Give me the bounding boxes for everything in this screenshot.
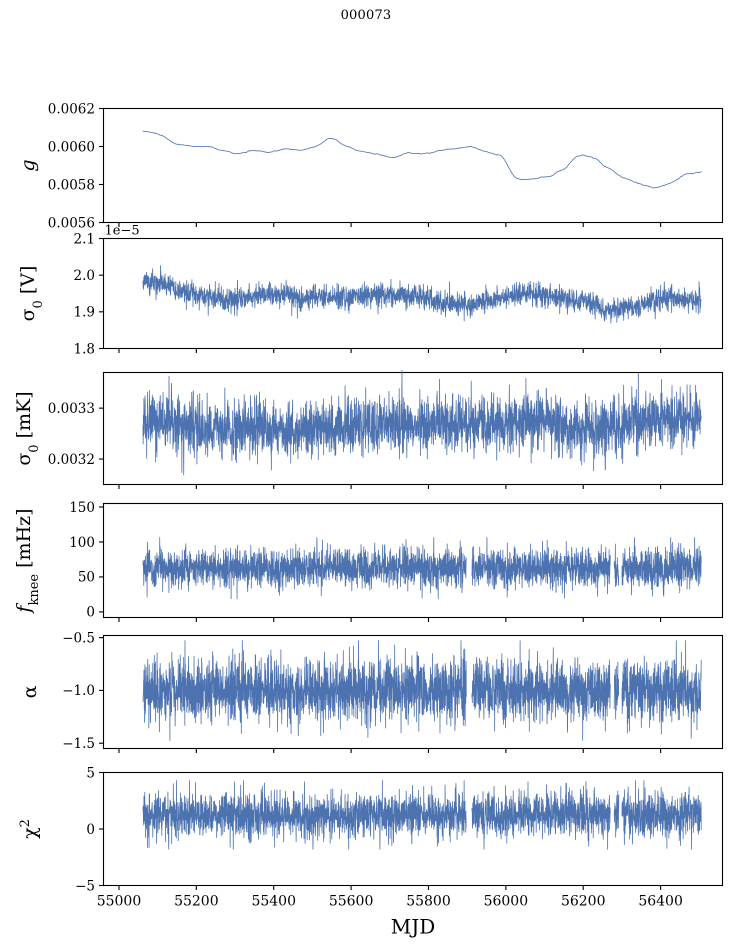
y-offset-label: 1e−5 <box>105 224 140 239</box>
x-tick-label: 55000 <box>97 894 142 910</box>
svg-text:α: α <box>19 685 41 698</box>
y-tick-label: −0.5 <box>62 630 95 646</box>
panel-frame <box>102 107 724 224</box>
svg-text:χ2: χ2 <box>18 819 42 839</box>
y-tick-label: 1.8 <box>74 341 95 357</box>
y-tick-label: 0.0062 <box>48 101 95 117</box>
svg-text:g: g <box>17 159 39 171</box>
panel-g: 0.0056 0.0058 0.0060 0.0062 g <box>17 101 724 231</box>
panel-sigma0-v: 1.8 1.9 2.0 2.1 1e−5 σ0 [V] <box>17 224 724 357</box>
x-tick-label: 55400 <box>251 894 296 910</box>
x-axis-label: MJD <box>391 915 436 939</box>
panel-frame <box>102 371 724 486</box>
svg-text:σ0 [V]: σ0 [V] <box>17 266 46 322</box>
figure-title: 000073 <box>340 8 392 23</box>
y-tick-label: 0.0033 <box>48 401 95 417</box>
panel-fknee: 0 50 100 150 fknee [mHz] <box>13 500 724 622</box>
y-tick-label: −1.5 <box>62 736 95 752</box>
svg-text:σ0 [mK]: σ0 [mK] <box>13 391 42 465</box>
y-tick-label: 150 <box>69 500 95 516</box>
panel-chi2: −5 0 5 55000 55200 55400 55600 55800 56000 56200 5… <box>18 765 724 910</box>
y-tick-label: 0.0060 <box>48 139 95 155</box>
x-tick-label: 55600 <box>329 894 374 910</box>
y-tick-label: −5 <box>75 878 95 894</box>
y-axis-label: χ2 <box>18 819 42 839</box>
y-tick-label: 2.0 <box>74 268 95 284</box>
y-axis-label: g <box>17 159 39 171</box>
y-axis-label: σ0 [mK] <box>13 391 42 465</box>
y-axis-label: fknee [mHz] <box>13 508 42 614</box>
panel-frame <box>102 237 724 350</box>
y-axis-label: σ0 [V] <box>17 266 46 322</box>
y-tick-label: 0.0032 <box>48 452 95 468</box>
y-tick-label: 0 <box>86 605 95 621</box>
svg-text:fknee [mHz]: fknee [mHz] <box>13 508 42 614</box>
data-trace-sigma_0_V <box>142 265 702 324</box>
data-trace-chi2 <box>142 780 702 850</box>
x-tick-label: 55200 <box>174 894 219 910</box>
y-tick-label: 0.0058 <box>48 177 95 193</box>
y-tick-label: 100 <box>69 535 95 551</box>
y-tick-label: −1.0 <box>62 683 95 699</box>
x-tick-label: 56200 <box>561 894 606 910</box>
panel-frame <box>102 502 724 619</box>
x-tick-label: 55800 <box>406 894 451 910</box>
y-tick-label: 2.1 <box>74 231 95 247</box>
data-trace-f_knee <box>142 537 702 600</box>
data-trace-g <box>142 130 702 189</box>
y-tick-label: 0.0056 <box>48 215 95 231</box>
y-tick-label: 5 <box>86 765 95 781</box>
y-tick-label: 0 <box>86 822 95 838</box>
panel-frame <box>102 634 724 750</box>
x-tick-label: 56400 <box>638 894 683 910</box>
y-axis-label: α <box>19 685 41 698</box>
x-tick-label: 56000 <box>484 894 529 910</box>
panel-alpha: −1.5 −1.0 −0.5 α <box>19 630 724 753</box>
data-trace-alpha <box>142 640 702 741</box>
data-trace-sigma_0_mK <box>142 369 702 476</box>
y-tick-label: 1.9 <box>74 305 95 321</box>
panel-sigma0-mk: 0.0032 0.0033 σ0 [mK] <box>13 369 724 489</box>
y-tick-label: 50 <box>78 570 95 586</box>
